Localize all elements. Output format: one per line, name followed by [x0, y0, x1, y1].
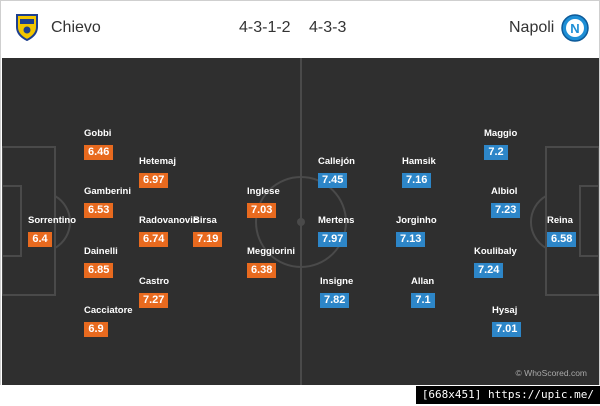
player-rating: 7.01 — [492, 322, 522, 337]
player-gobbi[interactable]: Gobbi 6.46 — [84, 128, 144, 160]
player-name: Hetemaj — [139, 156, 176, 167]
whoscored-watermark: © WhoScored.com — [515, 368, 587, 378]
player-rating: 6.58 — [547, 232, 577, 247]
player-name: Gamberini — [84, 186, 131, 197]
player-rating: 7.1 — [411, 293, 435, 308]
player-name: Radovanovic — [139, 215, 199, 226]
player-rating: 6.85 — [84, 263, 114, 278]
player-insigne[interactable]: Insigne 7.82 — [320, 276, 380, 308]
away-team-name: Napoli — [509, 19, 555, 36]
match-header: Chievo 4-3-1-2 4-3-3 Napoli N — [1, 1, 599, 57]
player-name: Inglese — [247, 186, 280, 197]
player-callejon[interactable]: Callejón 7.45 — [318, 156, 378, 188]
player-rating: 7.23 — [491, 203, 521, 218]
player-name: Meggiorini — [247, 246, 296, 257]
player-rating: 6.46 — [84, 145, 114, 160]
chievo-shield-icon — [15, 13, 39, 46]
player-rating: 7.2 — [484, 145, 508, 160]
player-birsa[interactable]: Birsa 7.19 — [193, 215, 253, 247]
player-hysaj[interactable]: Hysaj 7.01 — [492, 305, 552, 337]
player-rating: 7.16 — [402, 173, 432, 188]
player-meggiorini[interactable]: Meggiorini 6.38 — [247, 246, 307, 278]
player-name: Jorginho — [396, 215, 437, 226]
player-rating: 7.97 — [318, 232, 348, 247]
player-rating: 6.9 — [84, 322, 108, 337]
player-albiol[interactable]: Albiol 7.23 — [491, 186, 551, 218]
player-rating: 6.4 — [28, 232, 52, 247]
player-rating: 7.24 — [474, 263, 504, 278]
player-rating: 6.53 — [84, 203, 114, 218]
player-rating: 6.97 — [139, 173, 169, 188]
player-name: Cacciatore — [84, 305, 133, 316]
player-reina[interactable]: Reina 6.58 — [547, 215, 600, 247]
home-team-name: Chievo — [51, 19, 101, 36]
player-name: Insigne — [320, 276, 354, 287]
player-name: Reina — [547, 215, 573, 226]
player-rating: 6.74 — [139, 232, 169, 247]
player-rating: 7.45 — [318, 173, 348, 188]
away-formation: 4-3-3 — [309, 19, 347, 36]
player-rating: 7.03 — [247, 203, 277, 218]
player-allan[interactable]: Allan 7.1 — [411, 276, 471, 308]
player-radovanovic[interactable]: Radovanovic 6.74 — [139, 215, 199, 247]
player-name: Callejón — [318, 156, 355, 167]
pitch-markings — [2, 58, 599, 386]
napoli-n-icon: N — [561, 14, 589, 47]
player-hetemaj[interactable]: Hetemaj 6.97 — [139, 156, 199, 188]
player-name: Maggio — [484, 128, 518, 139]
player-name: Mertens — [318, 215, 355, 226]
player-name: Koulibaly — [474, 246, 517, 257]
player-name: Gobbi — [84, 128, 112, 139]
player-rating: 6.38 — [247, 263, 277, 278]
svg-text:N: N — [570, 21, 579, 36]
player-maggio[interactable]: Maggio 7.2 — [484, 128, 544, 160]
player-inglese[interactable]: Inglese 7.03 — [247, 186, 307, 218]
player-name: Hamsik — [402, 156, 436, 167]
player-name: Birsa — [193, 215, 217, 226]
player-hamsik[interactable]: Hamsik 7.16 — [402, 156, 462, 188]
player-name: Castro — [139, 276, 170, 287]
player-koulibaly[interactable]: Koulibaly 7.24 — [474, 246, 534, 278]
player-mertens[interactable]: Mertens 7.97 — [318, 215, 378, 247]
player-sorrentino[interactable]: Sorrentino 6.4 — [28, 215, 88, 247]
image-size-url-tag[interactable]: [668x451] https://upic.me/ — [415, 386, 600, 404]
player-rating: 7.19 — [193, 232, 223, 247]
player-gamberini[interactable]: Gamberini 6.53 — [84, 186, 144, 218]
player-castro[interactable]: Castro 7.27 — [139, 276, 199, 308]
player-dainelli[interactable]: Dainelli 6.85 — [84, 246, 144, 278]
player-rating: 7.27 — [139, 293, 169, 308]
home-formation: 4-3-1-2 — [239, 19, 291, 36]
player-name: Hysaj — [492, 305, 518, 316]
player-cacciatore[interactable]: Cacciatore 6.9 — [84, 305, 144, 337]
player-jorginho[interactable]: Jorginho 7.13 — [396, 215, 456, 247]
player-name: Sorrentino — [28, 215, 77, 226]
player-name: Allan — [411, 276, 435, 287]
player-rating: 7.13 — [396, 232, 426, 247]
lineup-card: Chievo 4-3-1-2 4-3-3 Napoli N — [0, 0, 600, 386]
pitch: Sorrentino 6.4 Gobbi 6.46 Gamberini 6.53… — [2, 58, 599, 386]
player-name: Albiol — [491, 186, 518, 197]
player-name: Dainelli — [84, 246, 118, 257]
player-rating: 7.82 — [320, 293, 350, 308]
